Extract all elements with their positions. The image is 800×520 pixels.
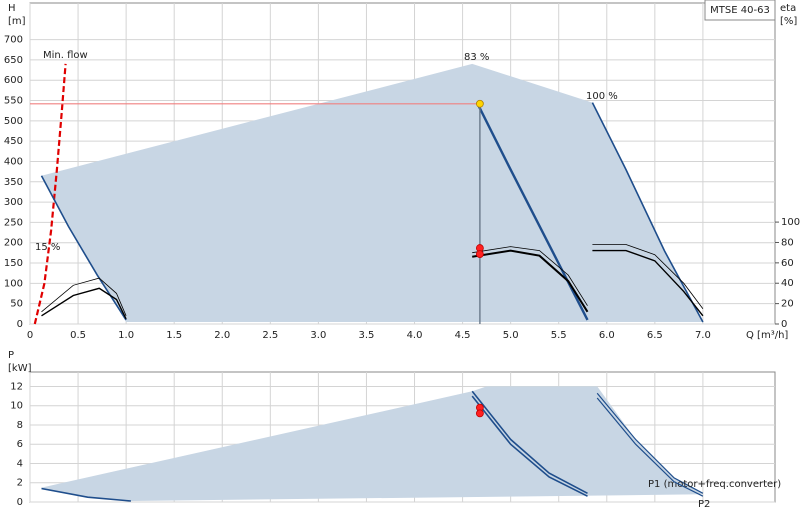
y-tick-label: 650 [4, 55, 23, 66]
x-axis-label: Q [m³/h] [746, 330, 788, 341]
x-tick-label: 2.5 [262, 330, 278, 341]
y2-tick-label: 80 [781, 237, 794, 248]
x-tick-label: 5.0 [503, 330, 519, 341]
y2-tick-label: 100 [781, 217, 800, 228]
y-tick-label: 250 [4, 217, 23, 228]
x-tick-label: 2.0 [214, 330, 230, 341]
duty-point [475, 99, 484, 108]
x-tick-label: 3.0 [310, 330, 326, 341]
y-tick-label: 50 [10, 299, 23, 310]
x-tick-label: 4.0 [407, 330, 423, 341]
curve [596, 392, 704, 494]
curve [596, 397, 704, 497]
duty-point [475, 250, 484, 258]
x-tick-label: 1.0 [118, 330, 134, 341]
y-tick-label: 4 [17, 458, 23, 469]
y-tick-label: 500 [4, 116, 23, 127]
curve [33, 63, 67, 325]
curve [471, 395, 588, 497]
operating-range [41, 386, 703, 501]
y2-tick-label: 0 [781, 319, 787, 330]
curve [471, 390, 588, 495]
x-tick-label: 5.5 [551, 330, 567, 341]
curve [41, 487, 131, 502]
curve-label: 83 % [464, 52, 489, 63]
y-tick-label: 2 [17, 478, 23, 489]
y-tick-label: 450 [4, 136, 23, 147]
y-tick-label: 600 [4, 75, 23, 86]
y-tick-label: 200 [4, 238, 23, 249]
y-axis-label: [kW] [8, 363, 32, 374]
y-tick-label: 0 [17, 319, 23, 330]
y2-tick-label: 60 [781, 258, 794, 269]
y-tick-label: 8 [17, 420, 23, 431]
y-tick-label: 300 [4, 197, 23, 208]
y-tick-label: 550 [4, 96, 23, 107]
y-axis-label: H [8, 3, 16, 14]
curve [40, 175, 127, 321]
x-tick-label: 0 [27, 330, 33, 341]
x-tick-label: 7.0 [695, 330, 711, 341]
y2-tick-label: 40 [781, 278, 794, 289]
y2-axis-label: eta [780, 3, 796, 14]
operating-range [41, 63, 703, 323]
y-tick-label: 100 [4, 278, 23, 289]
curve-label: 100 % [586, 91, 618, 102]
curve-label: Min. flow [43, 50, 88, 61]
curve-label: 15 % [35, 242, 60, 253]
y-axis-label: [m] [8, 16, 26, 27]
y-axis-label: P [8, 350, 14, 361]
x-tick-label: 4.5 [455, 330, 471, 341]
curve [41, 277, 127, 316]
curve [472, 246, 588, 306]
duty-point [475, 409, 484, 418]
curve [591, 102, 704, 323]
x-tick-label: 1.5 [166, 330, 182, 341]
legend-label: MTSE 40-63 [710, 5, 770, 16]
legend-box [704, 0, 776, 21]
y-tick-label: 700 [4, 35, 23, 46]
curve-label: P1 (motor+freq.converter) [648, 479, 781, 490]
curve [592, 249, 704, 317]
y-tick-label: 150 [4, 258, 23, 269]
x-tick-label: 0.5 [70, 330, 86, 341]
y-tick-label: 350 [4, 177, 23, 188]
curve-label: P2 [698, 499, 710, 510]
x-tick-label: 3.5 [358, 330, 374, 341]
y-tick-label: 400 [4, 156, 23, 167]
y-tick-label: 10 [10, 401, 23, 412]
curve [41, 287, 127, 320]
y-tick-label: 0 [17, 497, 23, 508]
x-tick-label: 6.0 [599, 330, 615, 341]
y-tick-label: 6 [17, 439, 23, 450]
y2-tick-label: 20 [781, 299, 794, 310]
curve [592, 244, 704, 309]
curve [472, 249, 589, 313]
x-tick-label: 6.5 [647, 330, 663, 341]
y2-axis-label: [%] [780, 16, 797, 27]
y-tick-label: 12 [10, 381, 23, 392]
